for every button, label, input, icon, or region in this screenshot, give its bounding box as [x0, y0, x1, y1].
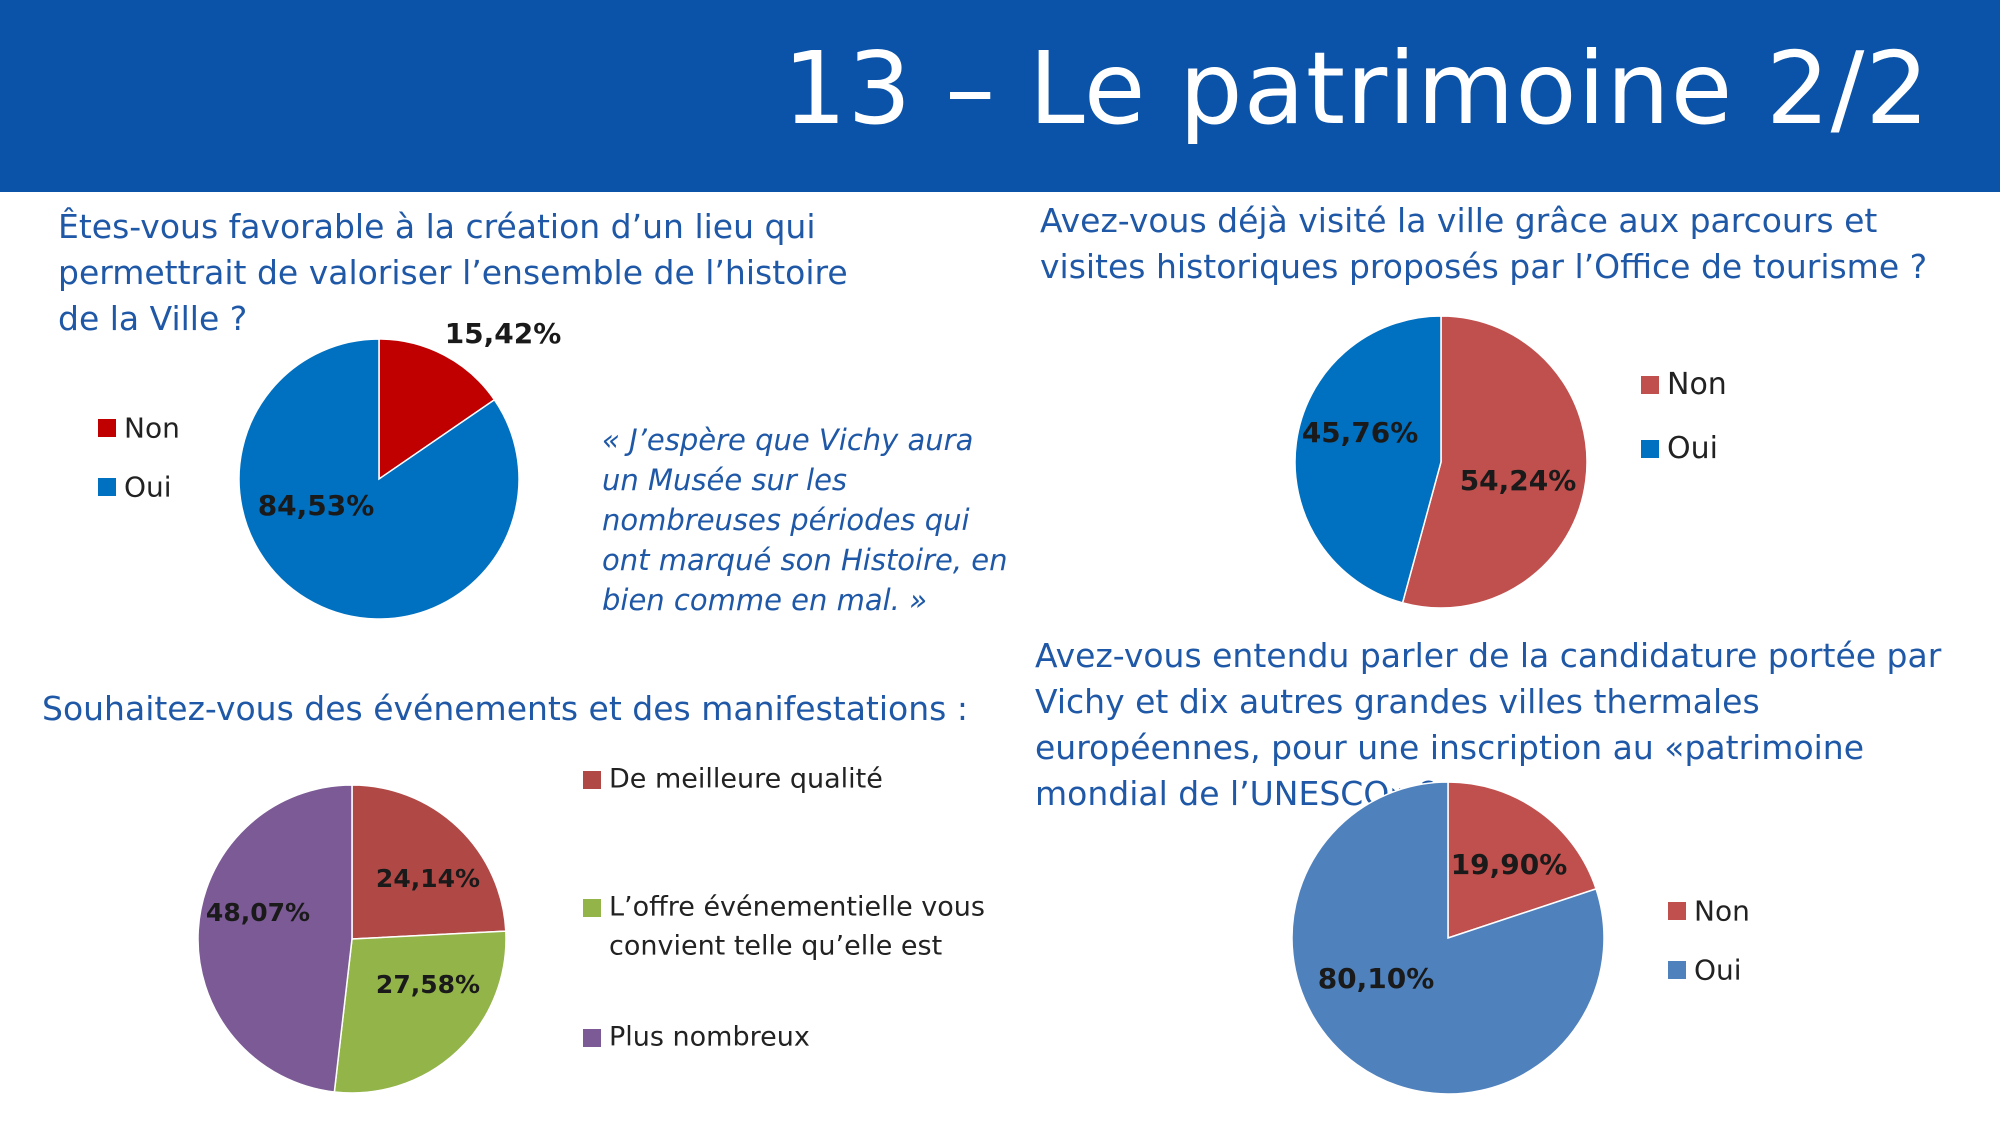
question-1: Êtes-vous favorable à la création d’un l… [58, 207, 848, 338]
legend-item: Non [1641, 366, 1727, 402]
slide-title: 13 – Le patrimoine 2/2 [783, 30, 1930, 147]
pie-data-label: 48,07% [206, 898, 310, 927]
legend-swatch [98, 478, 116, 496]
question-4: Avez-vous entendu parler de la candidatu… [1035, 636, 1942, 813]
legend-label: Non [1667, 367, 1727, 402]
legend-swatch [98, 419, 116, 437]
pie-slice-l-offre-v-nementielle-vous-convient-telle-qu-elle-est [333, 930, 507, 1094]
legend-label: Non [1694, 894, 1750, 928]
pie-data-label: 54,24% [1460, 464, 1577, 497]
pie-data-label: 27,58% [376, 970, 480, 999]
legend-item: Oui [1668, 952, 1742, 987]
pie-slice-plus-nombreux [197, 784, 353, 1093]
legend-label: Oui [1694, 953, 1742, 987]
pie-data-label: 80,10% [1318, 962, 1435, 995]
pie-slice-oui [1291, 781, 1605, 1095]
quote-text: « J’espère que Vichy aura un Musée sur l… [602, 423, 1008, 617]
legend-swatch [583, 1028, 601, 1047]
legend-item: Oui [98, 469, 172, 504]
legend-swatch [1668, 902, 1686, 920]
legend-label: Plus nombreux [609, 1021, 810, 1053]
legend-swatch [583, 770, 601, 789]
legend-label: L’offre événementielle vous convient tel… [609, 891, 985, 962]
legend-swatch [1641, 439, 1659, 458]
legend-item: Plus nombreux [583, 1018, 989, 1057]
question-3: Souhaitez-vous des événements et des man… [42, 689, 968, 728]
legend-item: De meilleure qualité [583, 760, 989, 799]
legend-label: Oui [124, 470, 172, 504]
pie-slice-oui [1294, 315, 1442, 604]
pie-slice-non [1401, 315, 1588, 609]
legend-label: Oui [1667, 431, 1718, 466]
legend-item: Non [98, 410, 180, 445]
pie-data-label: 24,14% [376, 864, 480, 893]
legend-item: Oui [1641, 430, 1718, 466]
legend-swatch [583, 898, 601, 917]
legend-swatch [1641, 375, 1659, 394]
slide-header: 13 – Le patrimoine 2/2 [0, 0, 2000, 192]
question-2: Avez-vous déjà visité la ville grâce aux… [1040, 201, 1928, 286]
pie-data-label: 45,76% [1302, 416, 1419, 449]
pie-slice-de-meilleure-qualit [351, 784, 507, 940]
legend-label: De meilleure qualité [609, 763, 883, 795]
pie-slice-non [1447, 781, 1598, 940]
legend-label: Non [124, 411, 180, 445]
legend-item: Non [1668, 893, 1750, 928]
legend-item: L’offre événementielle vous convient tel… [583, 888, 989, 965]
pie-slice-non [378, 338, 496, 481]
pie-data-label: 19,90% [1451, 848, 1568, 881]
pie-slice-oui [238, 338, 520, 620]
pie-data-label: 84,53% [258, 489, 375, 522]
pie-data-label: 15,42% [445, 317, 562, 350]
legend-swatch [1668, 961, 1686, 979]
